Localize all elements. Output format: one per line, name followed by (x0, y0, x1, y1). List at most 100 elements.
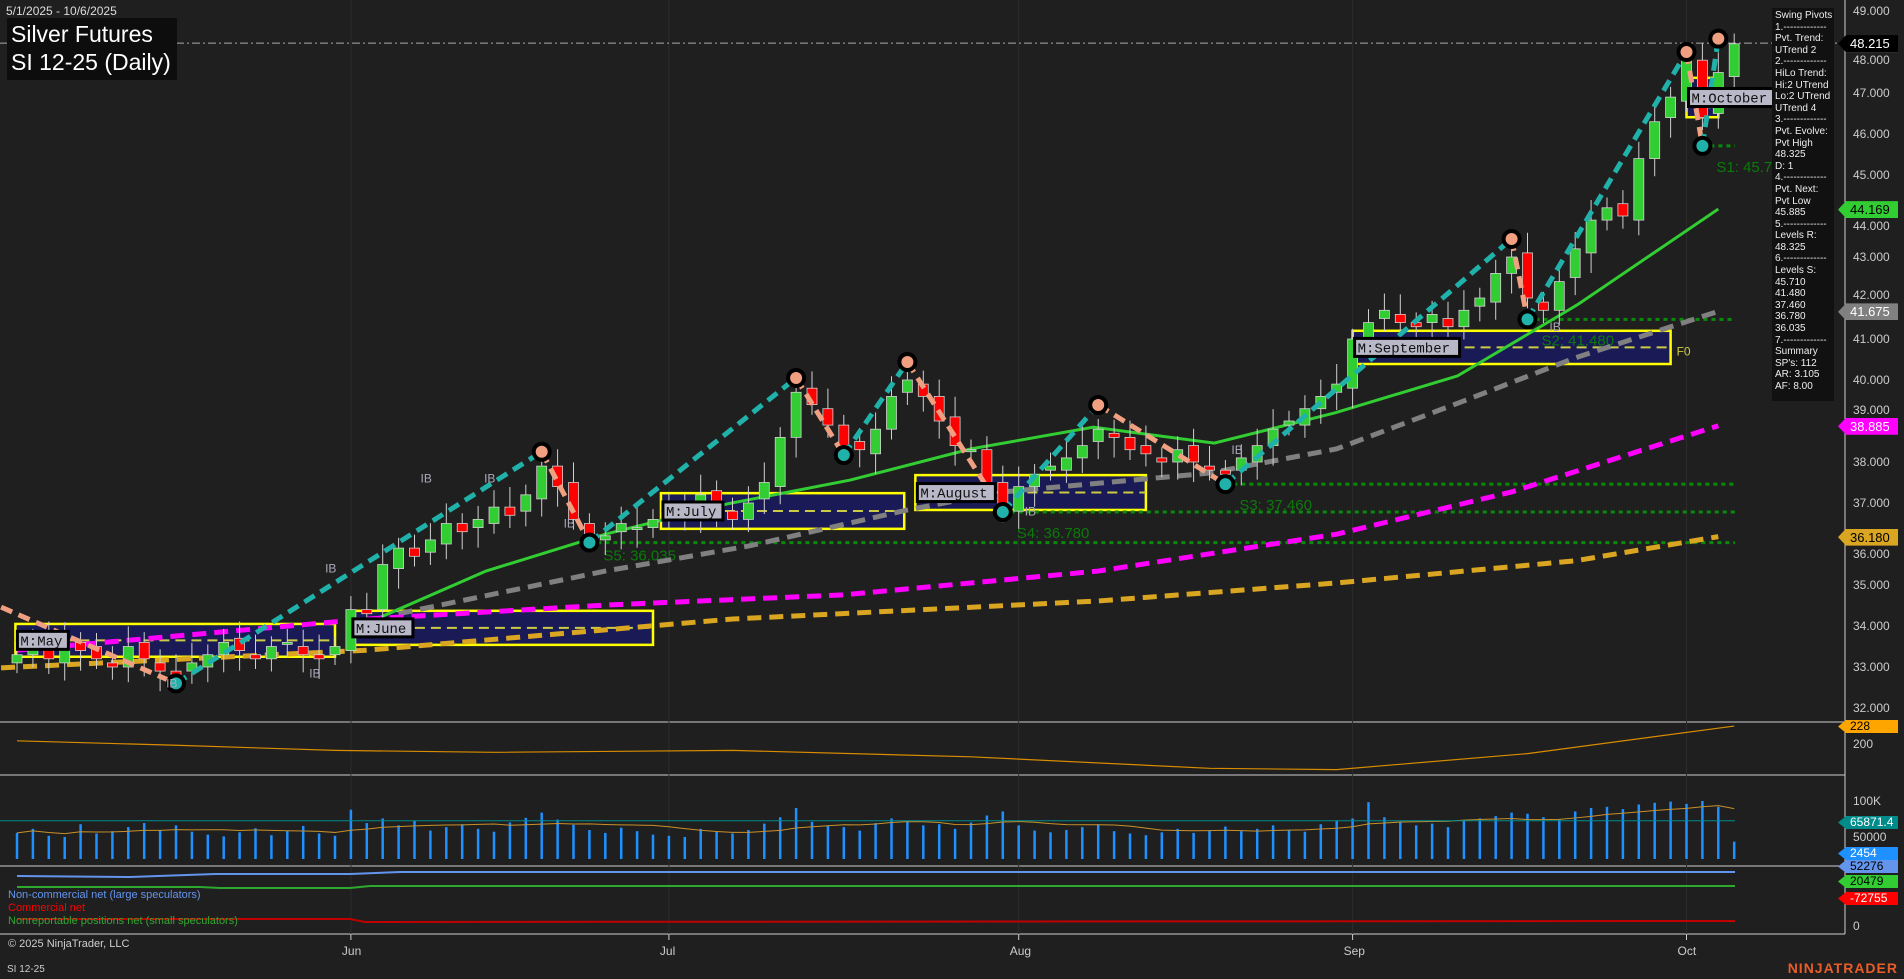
candle-up (1363, 322, 1374, 340)
candle-up (743, 502, 754, 520)
swing-down-leg (905, 360, 1005, 514)
swing-down-leg (0, 604, 177, 686)
candle-up (377, 564, 389, 610)
candle-down (1394, 313, 1406, 323)
price-tag: 48.215 (1838, 35, 1898, 53)
swing-high-marker (1676, 42, 1697, 62)
f0-label: F0 (1677, 344, 1691, 358)
candle-down (1140, 445, 1152, 455)
candle-down (456, 523, 468, 533)
chart-subtitle: SI 12-25 (Daily) (11, 49, 171, 75)
candle-up (599, 535, 611, 541)
candle-down (107, 662, 118, 668)
candle-down (822, 408, 834, 426)
month-label-text: M:September (1358, 341, 1450, 357)
y-tick-label: 41.000 (1853, 332, 1890, 346)
ib-label: IB (421, 472, 432, 486)
swing-up-leg (174, 449, 544, 686)
pivot-info-line: 48.325 (1775, 241, 1806, 253)
candle-up (1474, 297, 1486, 307)
month-label-bg (1353, 336, 1462, 358)
candle-up (1347, 338, 1358, 389)
candle-down (138, 642, 150, 660)
chart-title: Silver Futures (11, 21, 153, 47)
pivot-info-line: 7.------------- (1775, 334, 1827, 346)
candle-up (1045, 465, 1056, 471)
indicator-tick-label: 200 (1853, 737, 1874, 751)
candle-up (1633, 158, 1645, 221)
candle-up (536, 465, 548, 500)
swing-up-leg (1223, 237, 1514, 487)
price-tag: 36.180 (1838, 528, 1898, 546)
y-tick-label: 32.000 (1853, 701, 1890, 715)
swing-high-marker (897, 351, 918, 372)
pivot-info-line: 37.460 (1775, 299, 1806, 311)
candle-down (504, 506, 516, 516)
moving-average-line (398, 308, 1720, 617)
candle-up (265, 646, 277, 660)
candle-up (965, 449, 977, 453)
candle-up (393, 547, 405, 569)
month-label-bg (351, 617, 415, 639)
pivot-info-line: Levels R: (1775, 230, 1817, 242)
support-level-label: S2: 41.480 (1542, 332, 1615, 349)
pivot-info-line: SP's: 112 (1775, 357, 1817, 369)
candle-down (854, 441, 866, 451)
ib-label: IB (564, 517, 575, 531)
candle-up (1283, 420, 1295, 426)
y-tick-label: 47.000 (1853, 86, 1890, 100)
candle-up (615, 523, 627, 533)
swing-down-leg (793, 376, 846, 457)
ib-label: IB (166, 677, 177, 691)
x-tick-label: Jun (341, 944, 362, 958)
candle-down (1522, 252, 1533, 299)
swing-high-marker (786, 367, 807, 388)
ninjatrader-logo: NINJATRADER (1787, 960, 1898, 976)
support-level-label: S4: 36.780 (1017, 525, 1090, 542)
price-tag: 38.885 (1838, 417, 1898, 435)
month-box-label: M:August (915, 482, 997, 504)
candle-down (1124, 436, 1136, 451)
y-tick-label: 37.000 (1853, 496, 1890, 510)
month-label-text: M:June (356, 622, 406, 638)
candle-down (250, 654, 261, 660)
swing-low-marker (1517, 309, 1538, 330)
candle-down (1538, 301, 1549, 311)
price-tag: 44.169 (1838, 201, 1898, 219)
candle-up (647, 519, 659, 529)
pivot-info-line: Pvt. Trend: (1775, 33, 1824, 45)
legend-nonreportable: Nonreportable positions net (small specu… (8, 915, 238, 927)
ib-label: IB (484, 472, 495, 486)
candle-up (440, 523, 452, 545)
month-box-label: M:May (15, 629, 70, 651)
y-tick-label: 43.000 (1853, 250, 1890, 264)
candle-up (1490, 272, 1502, 303)
y-tick-label: 36.000 (1853, 546, 1890, 561)
month-label-bg (661, 500, 725, 522)
candle-up (424, 539, 436, 553)
y-tick-label: 48.000 (1853, 53, 1890, 68)
candle-up (758, 482, 770, 500)
legend-commercial: Commercial net (8, 902, 86, 914)
copyright: © 2025 NinjaTrader, LLC (8, 938, 130, 950)
indicator-value-tag: 52276 (1838, 860, 1898, 873)
pivot-info-line: Pvt. Next: (1775, 183, 1819, 195)
candle-up (1649, 121, 1661, 159)
pivot-info-line: HiLo Trend: (1775, 67, 1827, 79)
pivot-info-line: 3.------------- (1775, 114, 1827, 126)
x-tick-label: Oct (1677, 944, 1697, 958)
candle-down (234, 637, 246, 651)
swing-high-marker (531, 441, 552, 462)
indicator-value-tag: -72755 (1838, 892, 1898, 905)
swing-low-marker (1215, 474, 1236, 495)
candle-up (1665, 96, 1676, 118)
candle-up (1569, 248, 1581, 278)
candle-up (1013, 486, 1025, 512)
pivot-info-line: Pvt Low (1775, 195, 1811, 207)
pivot-info-line: UTrend 4 (1775, 102, 1817, 114)
ib-label: IB (325, 562, 336, 576)
date-range: 5/1/2025 - 10/6/2025 (6, 4, 117, 18)
chart-title-box: Silver Futures SI 12-25 (Daily) (7, 18, 177, 80)
candle-down (727, 510, 738, 520)
